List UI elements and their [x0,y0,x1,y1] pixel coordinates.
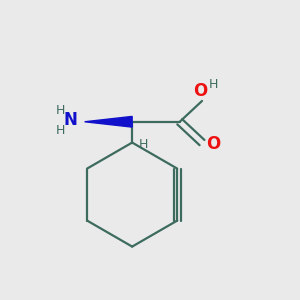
Polygon shape [85,116,132,127]
Text: H: H [139,138,148,151]
Text: H: H [208,78,218,91]
Text: H: H [56,104,65,117]
Text: N: N [64,111,78,129]
Text: O: O [194,82,208,100]
Text: O: O [206,135,220,153]
Text: H: H [56,124,65,137]
